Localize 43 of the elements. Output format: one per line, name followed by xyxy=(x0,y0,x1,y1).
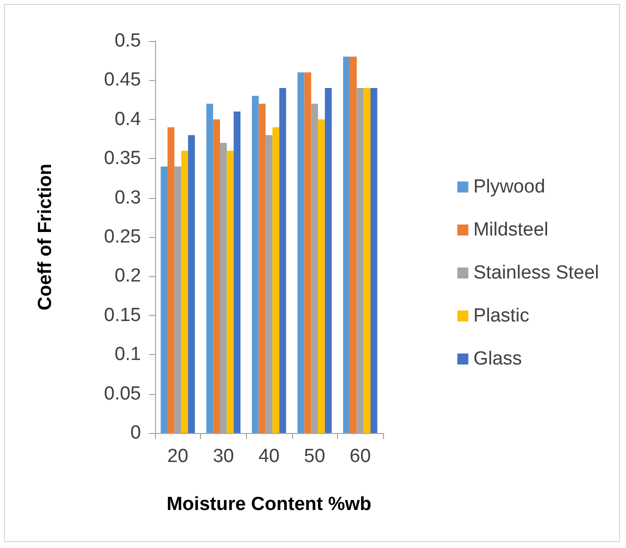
bar xyxy=(343,56,350,433)
y-tick-label: 0 xyxy=(130,422,141,444)
bar xyxy=(324,88,332,433)
legend-label: Plywood xyxy=(473,176,546,198)
x-tick-label: 20 xyxy=(167,446,188,467)
bar xyxy=(234,112,240,433)
bar xyxy=(364,88,370,433)
legend-label: Stainless Steel xyxy=(473,262,600,284)
x-axis-title: Moisture Content %wb xyxy=(166,494,372,515)
x-tick-label: 50 xyxy=(304,446,326,467)
bar xyxy=(206,104,214,433)
y-tick-label: 0.4 xyxy=(114,108,142,130)
y-tick-label: 0.45 xyxy=(104,70,141,91)
x-tick-label: 30 xyxy=(212,446,234,467)
legend-label: Glass xyxy=(473,348,522,370)
y-tick-label: 0.15 xyxy=(104,304,141,326)
y-tick-label: 0.3 xyxy=(114,187,141,208)
legend-label: Mildsteel xyxy=(473,220,548,240)
bar xyxy=(298,72,304,433)
bar xyxy=(188,135,195,433)
bar xyxy=(304,72,312,433)
bar xyxy=(258,104,266,433)
bar xyxy=(168,127,174,433)
x-tick-label: 60 xyxy=(350,446,371,467)
y-tick-label: 0.5 xyxy=(114,30,141,52)
bar xyxy=(370,88,378,433)
y-tick-label: 0.05 xyxy=(104,383,141,404)
bar xyxy=(350,56,357,433)
bar xyxy=(252,96,259,433)
y-tick-label: 0.35 xyxy=(104,148,141,170)
legend-label: Plastic xyxy=(473,306,530,326)
bar xyxy=(279,88,286,433)
bar xyxy=(213,119,220,433)
bar xyxy=(181,150,188,433)
y-tick-label: 0.2 xyxy=(114,266,141,287)
y-tick-label: 0.25 xyxy=(104,226,141,248)
y-axis-title: Coeff of Friction xyxy=(35,164,56,310)
bar xyxy=(160,166,168,433)
bar xyxy=(318,119,325,433)
y-tick-label: 0.1 xyxy=(114,344,141,366)
x-tick-label: 40 xyxy=(258,446,280,467)
bar xyxy=(272,127,280,433)
bar xyxy=(226,150,234,433)
